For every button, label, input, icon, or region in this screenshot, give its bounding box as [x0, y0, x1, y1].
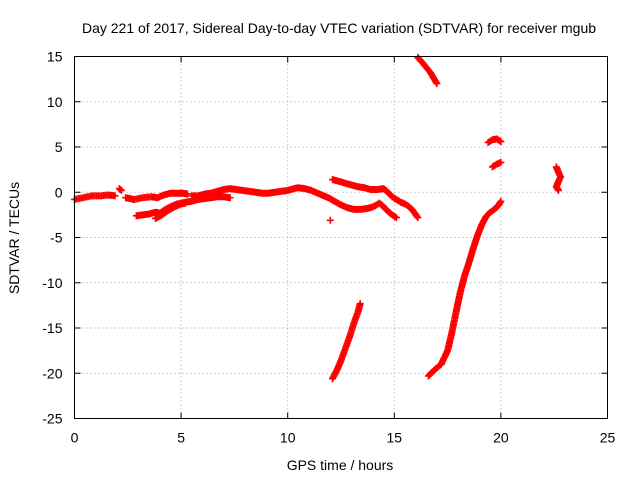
x-tick-label: 20	[493, 430, 509, 446]
data-points	[552, 163, 565, 194]
y-tick-label: -10	[42, 275, 62, 291]
y-tick-label: 15	[47, 49, 63, 65]
data-segment	[152, 199, 189, 222]
data-segment	[414, 53, 441, 88]
data-segment	[329, 300, 364, 383]
data-segment	[552, 163, 565, 194]
data-segment	[122, 189, 191, 203]
y-tick-label: -15	[42, 320, 62, 336]
data-points	[71, 191, 119, 203]
x-tick-label: 0	[71, 430, 79, 446]
data-points	[329, 176, 422, 222]
data-marks	[71, 53, 565, 383]
data-points	[424, 197, 505, 380]
data-points	[122, 189, 191, 203]
data-segment	[71, 191, 119, 203]
data-segment	[329, 176, 422, 222]
y-tick-label: 10	[47, 94, 63, 110]
x-tick-label: 5	[177, 430, 185, 446]
data-points	[152, 199, 189, 222]
y-tick-label: -5	[50, 230, 63, 246]
data-segment	[484, 135, 505, 146]
y-tick-label: -20	[42, 365, 62, 381]
x-tick-label: 15	[387, 430, 403, 446]
data-segment	[488, 158, 505, 171]
chart-title: Day 221 of 2017, Sidereal Day-to-day VTE…	[82, 20, 596, 36]
y-tick-label: 0	[55, 184, 63, 200]
data-points	[188, 184, 400, 222]
data-segment	[188, 184, 400, 222]
tick-labels: 0 5 10 15 20 25 -25 -20 -15 -10 -5 0 5 10 15	[42, 49, 615, 446]
y-tick-label: 5	[55, 139, 63, 155]
x-tick-label: 10	[280, 430, 296, 446]
data-points	[326, 216, 334, 224]
data-points	[329, 300, 364, 383]
y-axis-label: SDTVAR / TECUs	[6, 182, 22, 294]
data-points	[414, 53, 441, 88]
data-segment	[424, 197, 505, 380]
data-points	[115, 185, 125, 194]
x-tick-label: 25	[600, 430, 616, 446]
plot-frame	[74, 56, 608, 419]
data-segment	[326, 216, 334, 224]
data-points	[488, 158, 505, 171]
y-tick-label: -25	[42, 411, 62, 427]
data-segment	[115, 185, 125, 194]
x-axis-label: GPS time / hours	[287, 457, 394, 473]
data-points	[484, 135, 505, 146]
